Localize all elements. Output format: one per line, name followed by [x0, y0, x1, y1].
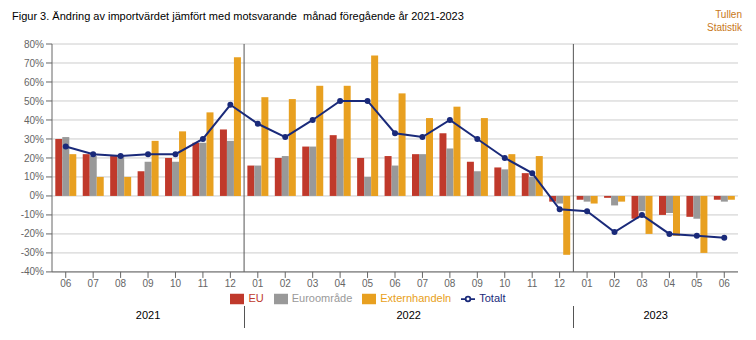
svg-text:70%: 70%	[24, 58, 44, 69]
svg-text:03: 03	[636, 278, 648, 289]
svg-text:10: 10	[499, 278, 511, 289]
html-text:Figur 3. Ändring av importvärd: Figur 3. Ändring av importvärdet jämfört…	[12, 10, 464, 22]
svg-text:09: 09	[472, 278, 484, 289]
svg-text:60%: 60%	[24, 77, 44, 88]
html-text:2023: 2023	[643, 309, 668, 321]
svg-text:-20%: -20%	[21, 228, 44, 239]
svg-text:11: 11	[198, 278, 209, 289]
svg-text:02: 02	[609, 278, 621, 289]
svg-text:08: 08	[115, 278, 127, 289]
svg-text:80%: 80%	[24, 39, 44, 50]
svg-text:04: 04	[664, 278, 676, 289]
svg-text:05: 05	[362, 278, 374, 289]
svg-text:06: 06	[389, 278, 401, 289]
html-text:2021: 2021	[135, 309, 161, 321]
svg-text:09: 09	[142, 278, 154, 289]
svg-text:-10%: -10%	[21, 209, 44, 220]
svg-text:12: 12	[225, 278, 237, 289]
svg-text:01: 01	[582, 278, 594, 289]
svg-text:01: 01	[252, 278, 264, 289]
svg-text:08: 08	[444, 278, 456, 289]
svg-text:03: 03	[307, 278, 319, 289]
html-text:Tullen: Tullen	[715, 9, 742, 20]
svg-text:07: 07	[88, 278, 100, 289]
svg-text:12: 12	[554, 278, 566, 289]
svg-text:0%: 0%	[30, 190, 45, 201]
svg-text:20%: 20%	[24, 153, 44, 164]
html-text:EU: EU	[248, 291, 264, 304]
svg-text:07: 07	[417, 278, 429, 289]
svg-text:04: 04	[335, 278, 347, 289]
svg-text:10%: 10%	[24, 171, 44, 182]
svg-text:06: 06	[719, 278, 731, 289]
svg-text:40%: 40%	[24, 115, 44, 126]
svg-text:-40%: -40%	[21, 266, 44, 277]
svg-text:11: 11	[527, 278, 538, 289]
html-text:2022: 2022	[396, 309, 421, 321]
svg-text:50%: 50%	[24, 96, 44, 107]
svg-text:02: 02	[280, 278, 292, 289]
html-text:Statistik: Statistik	[707, 22, 742, 33]
svg-text:06: 06	[60, 278, 72, 289]
svg-text:30%: 30%	[24, 134, 44, 145]
svg-text:10: 10	[170, 278, 182, 289]
html-text:Euroområde: Euroområde	[291, 291, 353, 304]
svg-text:05: 05	[691, 278, 703, 289]
html-text:Externhandeln: Externhandeln	[380, 291, 452, 304]
svg-text:-30%: -30%	[21, 247, 44, 258]
html-text:Totalt: Totalt	[479, 291, 506, 304]
